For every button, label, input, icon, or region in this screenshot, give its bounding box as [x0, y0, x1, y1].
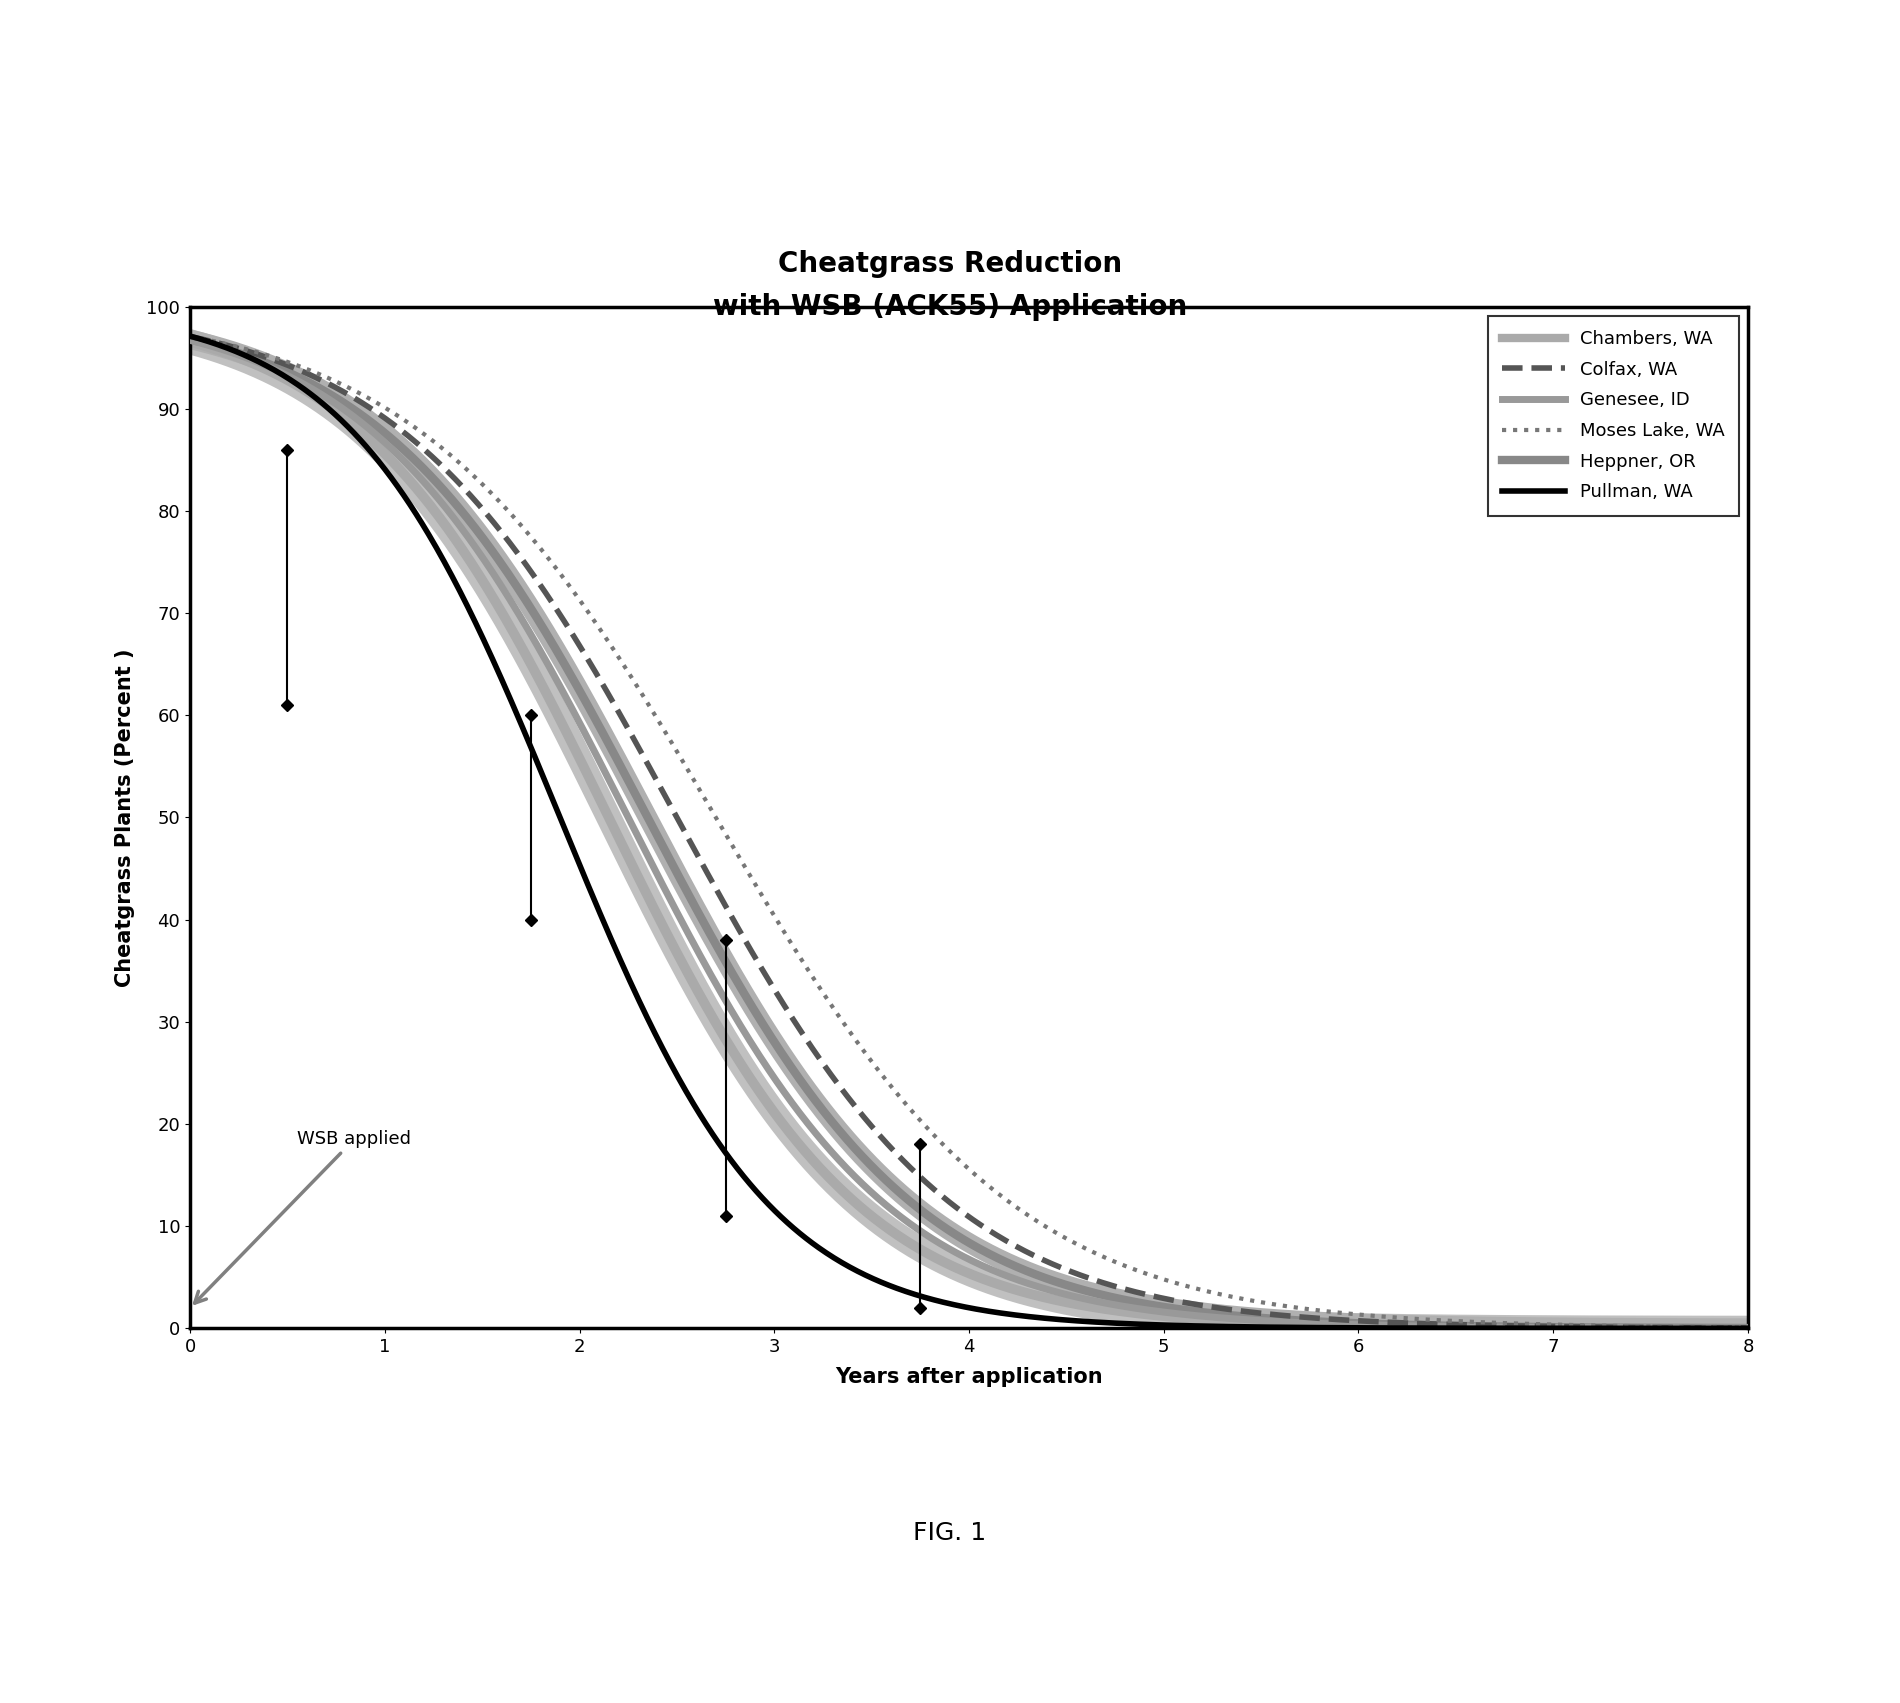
Text: WSB applied: WSB applied — [194, 1131, 410, 1303]
Text: with WSB (ACK55) Application: with WSB (ACK55) Application — [712, 293, 1188, 320]
Text: FIG. 1: FIG. 1 — [914, 1521, 986, 1545]
Legend: Chambers, WA, Colfax, WA, Genesee, ID, Moses Lake, WA, Heppner, OR, Pullman, WA: Chambers, WA, Colfax, WA, Genesee, ID, M… — [1488, 315, 1738, 516]
X-axis label: Years after application: Years after application — [836, 1368, 1102, 1388]
Text: Cheatgrass Reduction: Cheatgrass Reduction — [777, 250, 1123, 278]
Y-axis label: Cheatgrass Plants (Percent ): Cheatgrass Plants (Percent ) — [116, 649, 135, 986]
